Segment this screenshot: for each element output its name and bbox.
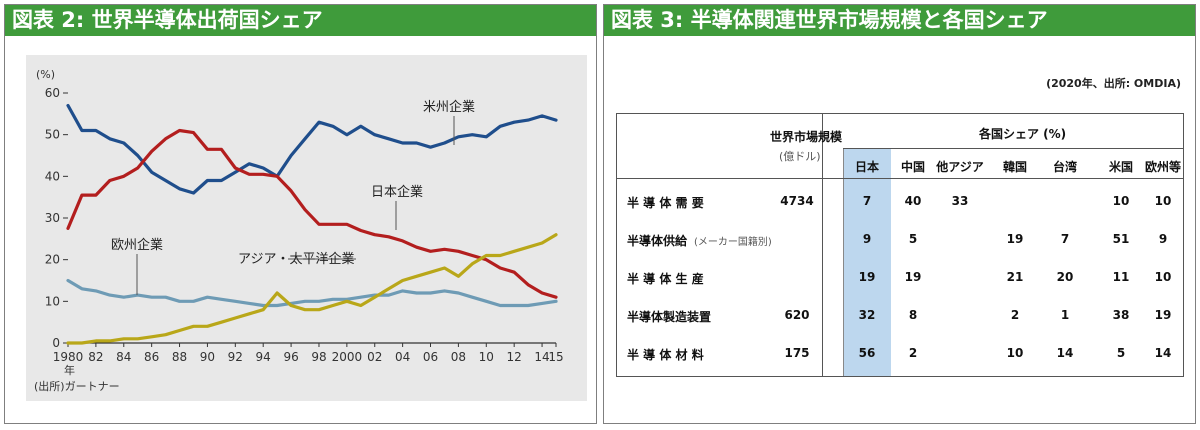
share-value: 10 [1112,194,1130,208]
row-label: 半 導 体 材 料 [627,348,704,362]
column-header: 他アジア [936,160,984,174]
share-value: 56 [858,346,876,360]
x-tick-label: 12 [507,350,522,364]
series-line [66,128,558,299]
y-tick-label: 40 [45,169,60,183]
share-header: 各国シェア (%) [979,127,1067,141]
share-value: 32 [858,308,876,322]
series-line [66,103,558,195]
y-unit-label: (%) [36,68,55,81]
panel-title: 図表 2: 世界半導体出荷国シェア [5,5,596,36]
y-tick-label: 10 [45,294,60,308]
share-value: 5 [908,232,918,246]
x-tick-label: 86 [144,350,159,364]
series-label: 欧州企業 [111,237,163,253]
series-line [66,233,558,345]
share-value: 8 [908,308,918,322]
x-tick-label: 94 [256,350,271,364]
row-label: 半 導 体 需 要 [627,196,704,210]
share-value: 2 [1010,308,1020,322]
x-tick-label: 14 [534,350,549,364]
row-label-sub: (メーカー国籍別) [694,237,772,248]
x-tick-label: 08 [451,350,466,364]
row-label: 半導体製造装置 [627,310,712,324]
market-share-table: 世界市場規模 (億ドル) 各国シェア (%) 日本 中国 他アジア 韓国 台湾 米国 欧州等半 導… [616,113,1184,377]
share-value: 5 [1116,346,1126,360]
share-value: 38 [1112,308,1130,322]
y-tick-label: 30 [45,211,60,225]
series-label: アジア・太平洋企業 [238,251,354,267]
panel-title: 図表 3: 半導体関連世界市場規模と各国シェア [604,5,1195,36]
share-value: 33 [951,194,969,208]
x-tick-label: 15 [548,350,563,364]
horizontal-divider [617,178,1183,179]
x-tick-label: 06 [423,350,438,364]
share-value: 19 [858,270,876,284]
x-tick-label: 98 [311,350,326,364]
share-value: 9 [1158,232,1168,246]
market-size-value: 4734 [780,194,814,208]
market-size-value: 620 [784,308,810,322]
series-label: 日本企業 [371,184,423,200]
share-value: 10 [1154,194,1172,208]
share-value: 20 [1056,270,1074,284]
market-size-header: 世界市場規模 [770,130,843,144]
source-note: (2020年、出所: OMDIA) [1046,77,1181,90]
share-value: 51 [1112,232,1130,246]
x-tick-label: 02 [367,350,382,364]
share-value: 14 [1056,346,1074,360]
share-value: 14 [1154,346,1172,360]
vertical-divider [822,114,823,376]
x-tick-label: 96 [283,350,298,364]
column-header: 中国 [900,160,925,174]
x-tick-label: 1980 [53,350,84,364]
market-size-share-panel: 図表 3: 半導体関連世界市場規模と各国シェア (2020年、出所: OMDIA… [603,4,1196,424]
x-suffix-label: 年 [64,363,75,377]
semiconductor-shipment-share-panel: 図表 2: 世界半導体出荷国シェア 0 10 20 30 40 50 60 (%) 1980 82… [4,4,597,424]
y-tick-label: 20 [45,253,60,267]
share-value: 2 [908,346,918,360]
share-value: 7 [1060,232,1070,246]
y-tick-label: 0 [52,336,60,350]
share-value: 21 [1006,270,1024,284]
row-label: 半導体供給 [627,234,688,248]
x-tick-label: 88 [172,350,187,364]
share-value: 40 [904,194,922,208]
x-tick-label: 92 [228,350,243,364]
column-header: 米国 [1108,160,1133,174]
column-header: 欧州等 [1144,160,1181,174]
vertical-divider [843,148,844,376]
horizontal-divider [843,148,1183,149]
source-label: (出所)ガートナー [34,379,120,393]
highlight-column-band [843,148,891,376]
x-tick-label: 84 [116,350,131,364]
y-tick-label: 60 [45,86,60,100]
line-chart: 0 10 20 30 40 50 60 (%) 1980 82 84 86 88 90 92 94 96 98 20… [34,68,564,393]
market-size-unit: (億ドル) [779,150,821,163]
line-chart-area: 0 10 20 30 40 50 60 (%) 1980 82 84 86 88 90 92 94 96 98 20… [26,55,587,401]
share-value: 10 [1154,270,1172,284]
x-tick-label: 04 [395,350,410,364]
share-value: 19 [904,270,922,284]
share-value: 19 [1006,232,1024,246]
series-label: 米州企業 [423,99,475,115]
column-header: 韓国 [1002,160,1027,174]
series-line [66,278,558,308]
column-header: 台湾 [1052,160,1077,174]
market-size-value: 175 [784,346,810,360]
row-label: 半 導 体 生 産 [627,272,704,286]
share-value: 11 [1112,270,1130,284]
x-tick-label: 10 [479,350,494,364]
share-value: 7 [862,194,872,208]
share-value: 1 [1060,308,1070,322]
share-value: 19 [1154,308,1172,322]
y-tick-label: 50 [45,128,60,142]
share-value: 9 [862,232,872,246]
x-tick-label: 2000 [332,350,363,364]
x-tick-label: 82 [88,350,103,364]
share-value: 10 [1006,346,1024,360]
column-header: 日本 [854,160,879,174]
x-tick-label: 90 [200,350,215,364]
